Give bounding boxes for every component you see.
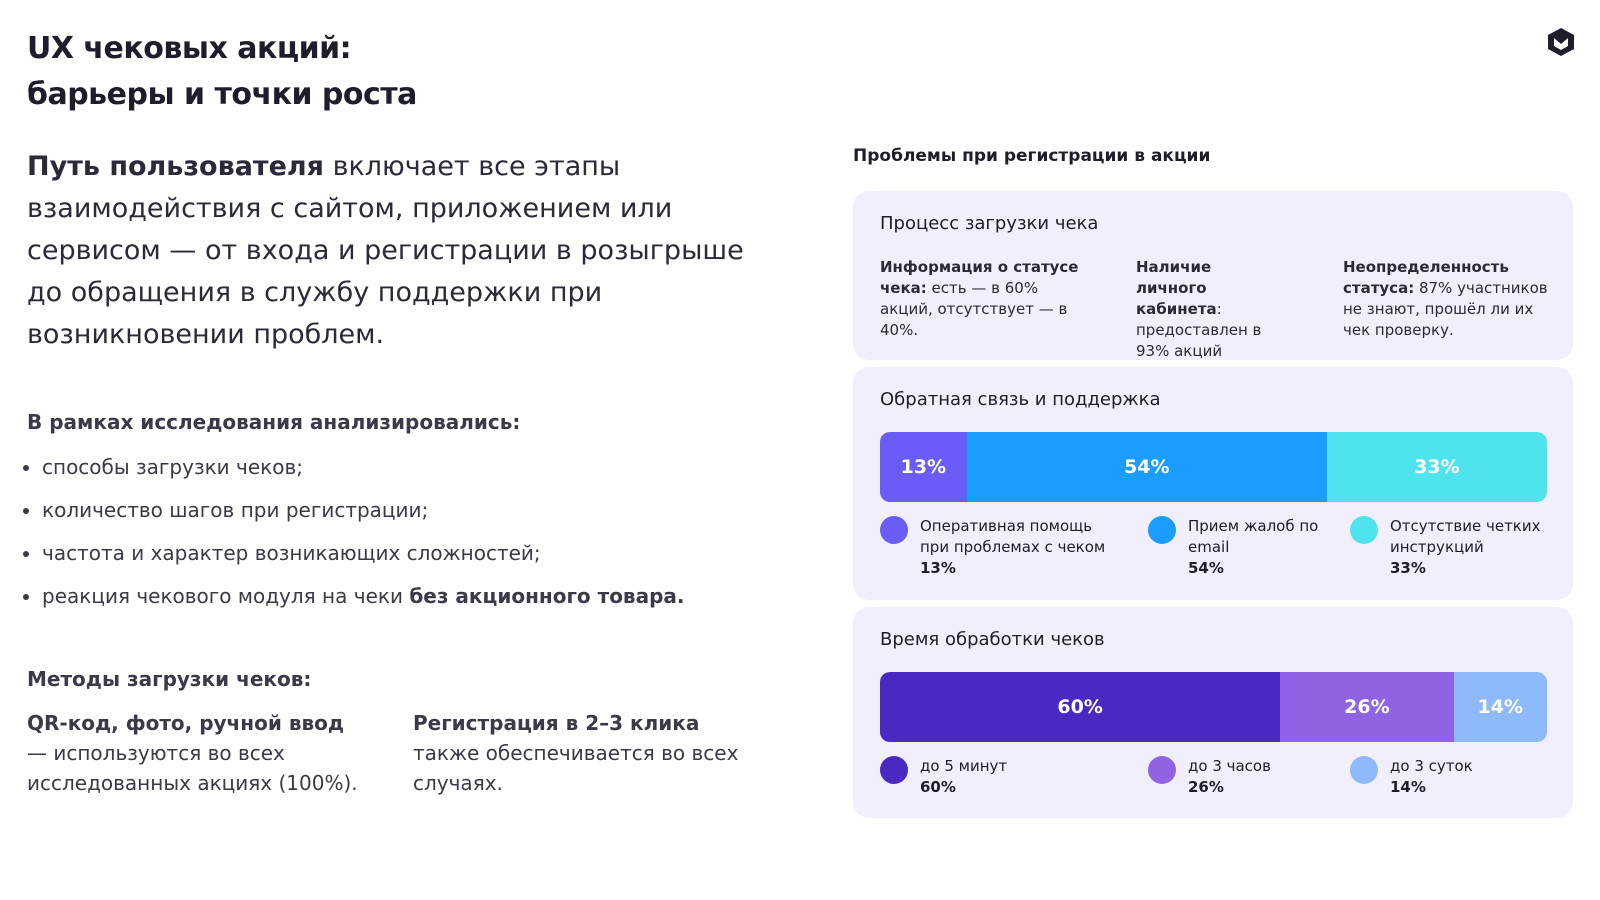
bar-segment: 60% bbox=[880, 672, 1281, 742]
legend-dot bbox=[1148, 516, 1176, 544]
legend-name: Отсутствие четких инструкций bbox=[1390, 517, 1541, 556]
legend-text: до 3 суток 14% bbox=[1390, 756, 1473, 798]
list-item: количество шагов при регистрации; bbox=[42, 495, 685, 525]
legend-dot bbox=[880, 516, 908, 544]
bar-segment: 13% bbox=[880, 432, 967, 502]
legend-value: 33% bbox=[1390, 559, 1426, 577]
bar-segment: 54% bbox=[966, 432, 1327, 502]
legend-value: 26% bbox=[1188, 778, 1224, 796]
card-title: Процесс загрузки чека bbox=[880, 213, 1099, 234]
legend-item: Оперативная помощь при проблемах с чеком… bbox=[880, 516, 1120, 579]
title-line: UX чековых акций: bbox=[27, 31, 352, 66]
intro-bold: Путь пользователя bbox=[27, 151, 324, 182]
legend-item: до 5 минут 60% bbox=[880, 756, 1120, 798]
list-item: способы загрузки чеков; bbox=[42, 452, 685, 482]
card-title: Время обработки чеков bbox=[880, 629, 1105, 650]
chart-card: Время обработки чеков 60% до 5 минут 60% 26%… bbox=[853, 607, 1573, 818]
method: Регистрация в 2–3 клика также обеспечива… bbox=[413, 708, 743, 798]
card-title: Обратная связь и поддержка bbox=[880, 389, 1161, 410]
legend-text: Оперативная помощь при проблемах с чеком… bbox=[920, 516, 1120, 579]
bar-label: 14% bbox=[1477, 696, 1524, 718]
method-text: — используются во всех исследованных акц… bbox=[27, 741, 358, 795]
upload-item: Неопределенность статуса: 87% участников… bbox=[1343, 257, 1553, 341]
legend-text: до 3 часов 26% bbox=[1188, 756, 1271, 798]
bar-label: 26% bbox=[1344, 696, 1390, 718]
legend-dot bbox=[1148, 756, 1176, 784]
item-bold: без акционного товара. bbox=[409, 584, 685, 608]
legend-name: до 3 суток bbox=[1390, 757, 1473, 775]
item-bold: Информация о статусе чека: bbox=[880, 258, 1079, 297]
bar-segment: 33% bbox=[1326, 432, 1547, 502]
intro-text: включает все этапы взаимодействия с сайт… bbox=[27, 151, 744, 350]
legend-item: Прием жалоб по email 54% bbox=[1148, 516, 1348, 579]
logo bbox=[1548, 28, 1574, 56]
legend-text: Отсутствие четких инструкций 33% bbox=[1390, 516, 1550, 579]
panel-title: Проблемы при регистрации в акции bbox=[853, 146, 1211, 166]
bar-label: 33% bbox=[1414, 456, 1460, 478]
legend-name: до 3 часов bbox=[1188, 757, 1271, 775]
upload-item: Наличие личного кабинета: предоставлен в… bbox=[1136, 257, 1286, 362]
method-bold: Регистрация в 2–3 клика bbox=[413, 711, 700, 735]
legend-dot bbox=[1350, 756, 1378, 784]
list-item: частота и характер возникающих сложносте… bbox=[42, 538, 685, 568]
list-item: реакция чекового модуля на чеки без акци… bbox=[42, 581, 685, 611]
legend-text: до 5 минут 60% bbox=[920, 756, 1007, 798]
analysis-heading: В рамках исследования анализировались: bbox=[27, 410, 521, 434]
legend-dot bbox=[880, 756, 908, 784]
bar-label: 13% bbox=[900, 456, 947, 478]
methods-heading: Методы загрузки чеков: bbox=[27, 667, 312, 691]
method-text: также обеспечивается во всех случаях. bbox=[413, 741, 739, 795]
bar-label: 60% bbox=[1057, 696, 1103, 718]
item-text: реакция чекового модуля на чеки bbox=[42, 584, 410, 608]
legend-name: Оперативная помощь при проблемах с чеком bbox=[920, 517, 1106, 556]
item-text: есть — в 60% акций, отсутствует — в 40%. bbox=[880, 279, 1068, 339]
legend-dot bbox=[1350, 516, 1378, 544]
item-bold: Неопределенность статуса: bbox=[1343, 258, 1509, 297]
legend-item: до 3 суток 14% bbox=[1350, 756, 1550, 798]
item-text: : предоставлен в 93% акций bbox=[1136, 300, 1262, 360]
legend-value: 13% bbox=[920, 559, 956, 577]
upload-item: Информация о статусе чека: есть — в 60% … bbox=[880, 257, 1080, 341]
method-bold: QR-код, фото, ручной ввод bbox=[27, 711, 345, 735]
title: UX чековых акций: барьеры и точки роста bbox=[27, 26, 417, 118]
analysis-list: способы загрузки чеков; количество шагов… bbox=[10, 452, 685, 624]
upload-card: Процесс загрузки чека Информация о стату… bbox=[853, 191, 1573, 360]
bar-segment: 26% bbox=[1280, 672, 1454, 742]
bar-segment: 14% bbox=[1453, 672, 1547, 742]
title-line: барьеры и точки роста bbox=[27, 77, 417, 112]
legend-name: Прием жалоб по email bbox=[1188, 517, 1319, 556]
method: QR-код, фото, ручной ввод — используются… bbox=[27, 708, 367, 798]
bar-label: 54% bbox=[1124, 456, 1170, 478]
legend-text: Прием жалоб по email 54% bbox=[1188, 516, 1348, 579]
legend-value: 54% bbox=[1188, 559, 1224, 577]
legend-value: 60% bbox=[920, 778, 956, 796]
legend-item: до 3 часов 26% bbox=[1148, 756, 1348, 798]
item-text: 87% участников не знают, прошёл ли их че… bbox=[1343, 279, 1548, 339]
legend-item: Отсутствие четких инструкций 33% bbox=[1350, 516, 1550, 579]
item-bold: Наличие личного кабинета bbox=[1136, 258, 1217, 318]
intro: Путь пользователя включает все этапы вза… bbox=[27, 146, 747, 356]
chart-card: Обратная связь и поддержка 13% Оперативная… bbox=[853, 367, 1573, 600]
legend-value: 14% bbox=[1390, 778, 1426, 796]
legend-name: до 5 минут bbox=[920, 757, 1008, 775]
